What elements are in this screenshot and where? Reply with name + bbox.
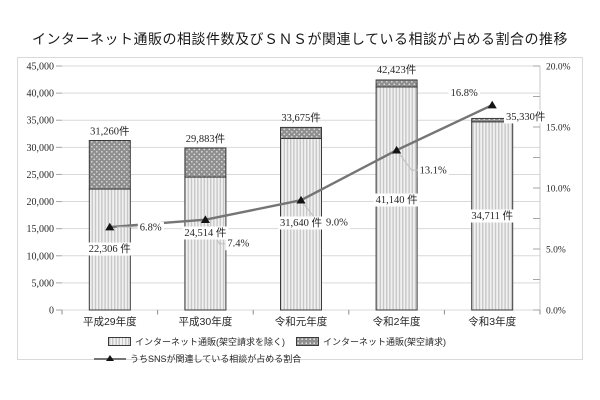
- label-bg: [278, 216, 324, 230]
- legend-item-fictitious: インターネット通販(架空請求): [296, 335, 446, 348]
- legend-swatch-dark-dots-icon: [296, 337, 319, 346]
- y-axis-label-right: 5.0%: [546, 246, 566, 256]
- triangle-marker: [296, 195, 306, 204]
- x-axis-label: 平成29年度: [83, 315, 137, 328]
- triangle-marker: [200, 215, 210, 224]
- legend-label-sns-ratio: うちSNSが関連している相談が占める割合: [130, 354, 302, 364]
- total-label: 35,330件: [506, 111, 545, 123]
- legend-label-excl-fictitious: インターネット通販(架空請求を除く): [135, 337, 285, 347]
- pct-label: 6.8%: [140, 223, 162, 234]
- segment-label: 22,306 件: [89, 243, 131, 255]
- label-bg: [324, 217, 351, 230]
- pct-label: 13.1%: [420, 166, 447, 177]
- total-label: 29,883件: [186, 133, 225, 145]
- pct-label: 9.0%: [326, 218, 348, 229]
- bar-segment-fictitious: [280, 126, 322, 139]
- y-axis-label-left: 20,000: [27, 197, 55, 208]
- y-axis-label-right: 10.0%: [546, 185, 571, 195]
- y-axis-label-left: 5,000: [32, 278, 55, 289]
- legend-item-sns-ratio: うちSNSが関連している相談が占める割合: [94, 352, 301, 365]
- triangle-marker: [392, 145, 402, 154]
- pct-label: 7.4%: [227, 239, 249, 250]
- y-axis-label-left: 0: [49, 306, 54, 317]
- label-bg: [137, 222, 164, 235]
- label-bg: [86, 242, 133, 256]
- segment-label: 34,711 件: [471, 210, 513, 222]
- legend-label-fictitious: インターネット通販(架空請求): [323, 337, 446, 347]
- label-bg: [182, 226, 229, 240]
- bar-segment-fictitious: [375, 79, 418, 88]
- label-bg: [373, 193, 420, 207]
- label-bg: [504, 110, 548, 124]
- bar-segment-fictitious: [88, 140, 131, 190]
- chart-title: インターネット通販の相談件数及びＳＮＳが関連している相談が占める割合の推移: [31, 33, 569, 48]
- y-axis-label-left: 10,000: [27, 251, 55, 262]
- legend-item-excl-fictitious: インターネット通販(架空請求を除く): [108, 335, 285, 348]
- legend-line-marker-icon: [94, 354, 126, 361]
- segment-label: 31,640 件: [280, 217, 322, 229]
- y-axis-label-left: 40,000: [27, 89, 55, 100]
- total-label: 33,675件: [281, 112, 320, 124]
- pct-label: 16.8%: [451, 88, 478, 99]
- y-axis-label-left: 25,000: [27, 170, 55, 181]
- y-axis-label-left: 35,000: [27, 116, 55, 127]
- x-axis-label: 令和元年度: [275, 315, 328, 328]
- label-bg: [448, 87, 481, 100]
- y-axis-label-right: 15.0%: [546, 124, 571, 134]
- legend-row-bars: インターネット通販(架空請求を除く) インターネット通販(架空請求): [108, 335, 446, 348]
- y-axis-label-right: 20.0%: [546, 63, 571, 73]
- x-axis-label: 令和2年度: [373, 315, 421, 328]
- label-bg: [225, 238, 252, 251]
- y-axis-label-right: 0.0%: [546, 307, 566, 317]
- segment-label: 41,140 件: [376, 194, 418, 206]
- legend-row-line: うちSNSが関連している相談が占める割合: [94, 352, 301, 365]
- total-label: 31,260件: [90, 126, 129, 138]
- triangle-marker: [105, 222, 115, 231]
- legend-swatch-light-hatch-icon: [108, 337, 131, 346]
- label-bg: [469, 209, 516, 223]
- x-axis-label: 平成30年度: [179, 315, 233, 328]
- segment-label: 24,514 件: [184, 227, 226, 239]
- y-axis-label-left: 15,000: [27, 224, 55, 235]
- y-axis-label-left: 45,000: [27, 62, 55, 73]
- total-label: 42,423件: [377, 64, 416, 76]
- chart-frame: 45,000 40,000 35,000 30,000 25,000 20,000 15,0…: [17, 57, 583, 364]
- chart-canvas: 45,000 40,000 35,000 30,000 25,000 20,000 15,0…: [27, 62, 571, 329]
- label-bg: [417, 165, 449, 178]
- x-axis-label: 令和3年度: [468, 315, 516, 328]
- bar-segment-fictitious: [184, 147, 227, 178]
- pct-leader-line: [399, 153, 418, 171]
- triangle-marker: [487, 100, 497, 109]
- y-axis-label-left: 30,000: [27, 143, 55, 154]
